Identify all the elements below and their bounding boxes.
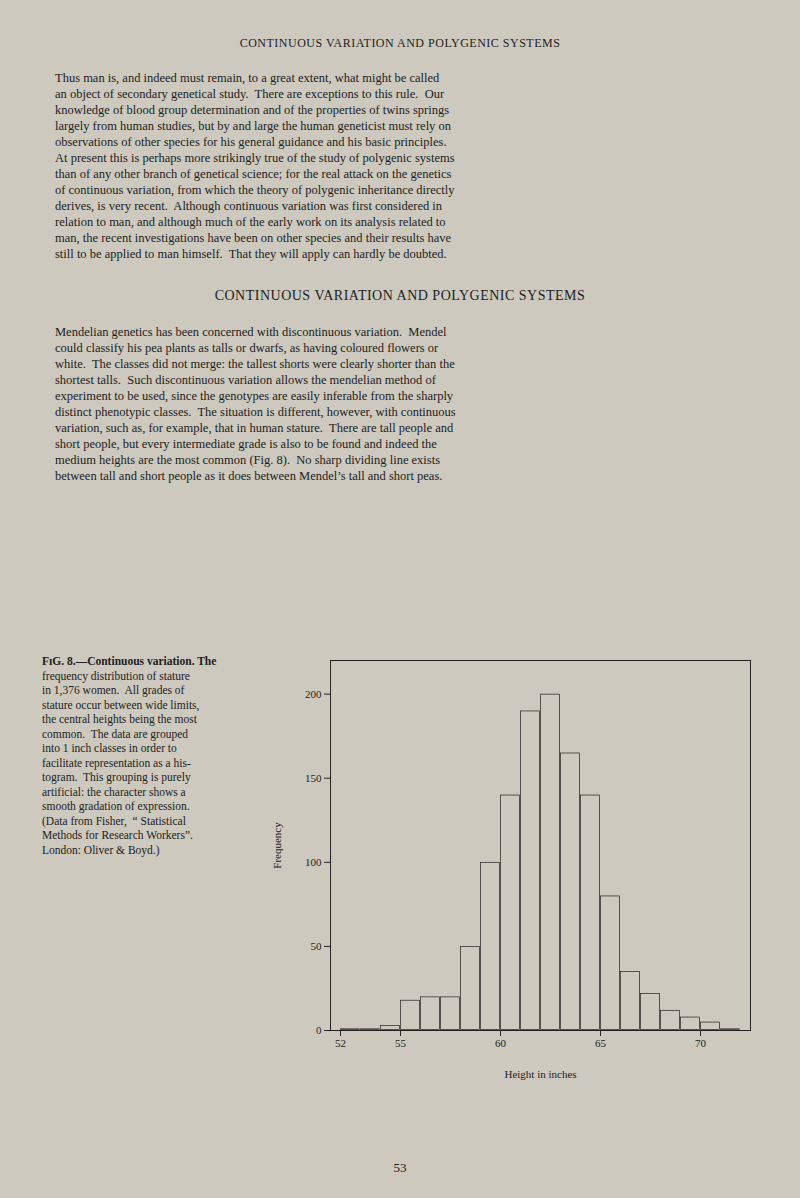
html-text:common. The data are grouped: common. The data are grouped — [42, 727, 188, 740]
html-text:distinct phenotypic classes. T: distinct phenotypic classes. The situati… — [55, 405, 456, 419]
html-text:frequency distribution of stat: frequency distribution of stature — [42, 669, 190, 682]
svg-text:200: 200 — [305, 688, 322, 700]
html-text:At present this is perhaps mor: At present this is perhaps more striking… — [55, 151, 455, 165]
html-text:Methods for Research Workers”.: Methods for Research Workers”. — [42, 829, 193, 841]
html-text:into 1 inch classes in order t: into 1 inch classes in order to — [42, 742, 177, 754]
html-text:Mendelian genetics has been co: Mendelian genetics has been concerned wi… — [55, 325, 447, 339]
html-text:togram. This grouping is purel: togram. This grouping is purely — [42, 771, 191, 783]
html-text:short people, but every interm: short people, but every intermediate gra… — [55, 437, 437, 451]
html-text:FɪG. 8.—Continuous variation.: FɪG. 8.—Continuous variation. The — [42, 655, 217, 667]
html-text:smooth gradation of expression: smooth gradation of expression. — [42, 800, 190, 812]
svg-text:60: 60 — [495, 1037, 507, 1049]
html-text:Thus man is, and indeed must r: Thus man is, and indeed must remain, to … — [55, 71, 440, 85]
svg-text:100: 100 — [305, 856, 322, 868]
svg-text:65: 65 — [595, 1037, 607, 1049]
html-text:than of any other branch of ge: than of any other branch of genetical sc… — [55, 167, 452, 181]
html-text:knowledge of blood group deter: knowledge of blood group determination a… — [55, 103, 449, 117]
svg-text:0: 0 — [316, 1024, 322, 1036]
svg-text:Height in inches: Height in inches — [504, 1068, 576, 1080]
html-text:in 1,376 women. All grades of: in 1,376 women. All grades of — [42, 684, 185, 696]
html-text:the central heights being the: the central heights being the most — [42, 713, 197, 725]
html-text:experiment to be used, since t: experiment to be used, since the genotyp… — [55, 389, 454, 403]
html-text:an object of secondary genetic: an object of secondary genetical study. … — [55, 87, 445, 101]
html-text:could classify his pea plants: could classify his pea plants as talls o… — [55, 341, 439, 355]
html-text:London: Oliver & Boyd.): London: Oliver & Boyd.) — [42, 843, 160, 856]
html-text:53: 53 — [393, 1160, 407, 1175]
html-text:CONTINUOUS VARIATION AND POLYG: CONTINUOUS VARIATION AND POLYGENIC SYSTE… — [214, 288, 586, 303]
html-text:relation to man, and although: relation to man, and although much of th… — [55, 215, 446, 229]
html-text:medium heights are the most co: medium heights are the most common (Fig.… — [55, 453, 440, 467]
html-text:of continuous variation, from: of continuous variation, from which the … — [55, 183, 455, 197]
html-text:CONTINUOUS VARIATION AND POLYG: CONTINUOUS VARIATION AND POLYGENIC SYSTE… — [239, 36, 561, 50]
html-text:still to be applied to man him: still to be applied to man himself. That… — [55, 247, 447, 261]
svg-text:50: 50 — [311, 940, 323, 952]
html-text:facilitate representation as a: facilitate representation as a his- — [42, 756, 191, 769]
html-text:between tall and short people: between tall and short people as it does… — [55, 469, 443, 483]
svg-text:52: 52 — [335, 1037, 346, 1049]
svg-text:55: 55 — [395, 1037, 407, 1049]
html-text:(Data from Fisher, “ Statistic: (Data from Fisher, “ Statistical — [42, 814, 186, 827]
svg-text:70: 70 — [695, 1037, 707, 1049]
html-text:derives, is very recent. Altho: derives, is very recent. Although contin… — [55, 199, 443, 213]
svg-text:Frequency: Frequency — [271, 822, 283, 869]
html-text:stature occur between wide lim: stature occur between wide limits, — [42, 698, 200, 711]
svg-text:150: 150 — [305, 772, 322, 784]
html-text:white. The classes did not mer: white. The classes did not merge: the ta… — [55, 357, 455, 371]
html-text:variation, such as, for exampl: variation, such as, for example, that in… — [55, 421, 454, 435]
html-text:largely from human studies, bu: largely from human studies, but by and l… — [55, 119, 451, 133]
html-text:observations of other species: observations of other species for his ge… — [55, 135, 447, 149]
html-text:man, the recent investigations: man, the recent investigations have been… — [55, 231, 451, 245]
html-text:artificial: the character show: artificial: the character shows a — [42, 785, 186, 798]
html-text:shortest talls. Such discontin: shortest talls. Such discontinuous varia… — [55, 373, 436, 387]
